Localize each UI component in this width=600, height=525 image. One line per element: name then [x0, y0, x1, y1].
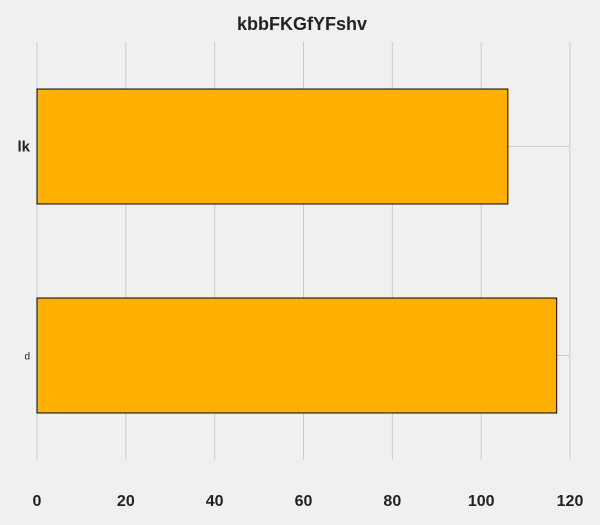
- x-tick-label: 80: [383, 493, 401, 510]
- y-tick-label: d: [24, 352, 30, 363]
- bar-lk: [36, 88, 509, 205]
- chart-title: kbbFKGfYFshv: [237, 14, 367, 34]
- y-tick-labels: lk d: [17, 139, 30, 363]
- bar-d: [36, 297, 558, 414]
- x-tick-label: 0: [33, 493, 42, 510]
- y-tick-label: lk: [17, 139, 30, 156]
- x-tick-label: 40: [206, 493, 224, 510]
- x-tick-label: 20: [117, 493, 135, 510]
- x-tick-label: 120: [557, 493, 584, 510]
- x-tick-labels: 0 20 40 60 80 100 120: [33, 493, 584, 510]
- x-tick-label: 100: [468, 493, 495, 510]
- bars: [36, 88, 558, 414]
- x-tick-label: 60: [295, 493, 313, 510]
